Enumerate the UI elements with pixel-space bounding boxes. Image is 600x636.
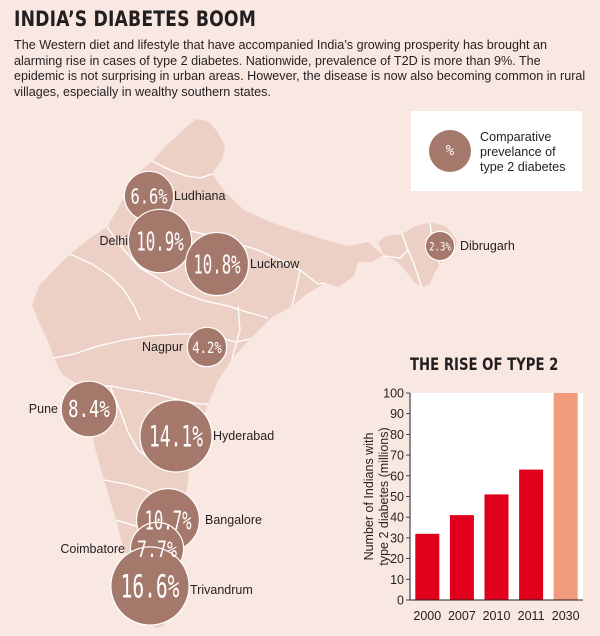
bar-2011 [519, 469, 544, 600]
value-nagpur: 4.2% [192, 338, 222, 357]
value-dibrugarh: 2.3% [429, 239, 451, 253]
legend-percent-icon: % [429, 130, 471, 172]
x-tick-label: 2010 [483, 609, 511, 623]
city-label-nagpur: Nagpur [142, 340, 183, 354]
y-tick-label: 50 [390, 490, 404, 504]
x-tick-label: 2030 [552, 609, 580, 623]
bubble-lucknow [184, 231, 250, 297]
value-trivandrum: 16.6% [121, 568, 180, 606]
intro-text: The Western diet and lifestyle that have… [14, 38, 586, 99]
bar-2010 [484, 494, 509, 600]
value-coimbatore: 7.7% [137, 538, 177, 563]
value-lucknow: 10.8% [193, 250, 241, 280]
legend-label: Comparative prevelance of type 2 diabete… [480, 130, 566, 174]
city-label-lucknow: Lucknow [250, 257, 300, 271]
mainland-shape [32, 119, 383, 628]
x-tick-label: 2011 [518, 609, 545, 623]
y-tick-label: 40 [390, 511, 404, 525]
city-bubbles: 6.6% Ludhiana 10.9% Delhi 10.8% Lucknow 2.3% Di… [29, 170, 515, 626]
bubble-delhi [127, 208, 193, 274]
chart-title: THE RISE OF TYPE 2 [410, 355, 559, 375]
x-tick-label: 2000 [413, 609, 441, 623]
y-tick-label: 90 [390, 407, 404, 421]
bubble-pune [60, 380, 118, 438]
city-label-delhi: Delhi [100, 234, 129, 248]
y-tick-label: 70 [390, 449, 404, 463]
y-tick-label: 100 [383, 387, 404, 401]
city-label-trivandrum: Trivandrum [190, 583, 253, 597]
bar-2000 [415, 533, 440, 600]
city-label-coimbatore: Coimbatore [60, 542, 125, 556]
city-label-pune: Pune [29, 402, 58, 416]
bar-2030 [553, 393, 578, 600]
bubble-trivandrum [110, 546, 190, 626]
value-bangalore: 10.7% [144, 506, 191, 536]
x-tick-label: 2007 [448, 609, 476, 623]
bubble-nagpur [186, 326, 228, 368]
bubble-dibrugarh [424, 230, 456, 262]
legend-box: % Comparative prevelance of type 2 diabe… [411, 111, 582, 191]
city-label-ludhiana: Ludhiana [174, 189, 225, 203]
y-tick-label: 60 [390, 469, 404, 483]
value-ludhiana: 6.6% [131, 184, 168, 208]
bubble-hyderabad [139, 399, 213, 473]
y-tick-label: 30 [390, 531, 404, 545]
y-tick-label: 20 [390, 552, 404, 566]
city-label-bangalore: Bangalore [205, 513, 262, 527]
y-tick-label: 0 [397, 594, 404, 608]
bar-2007 [449, 515, 474, 600]
value-hyderabad: 14.1% [149, 420, 203, 454]
city-label-dibrugarh: Dibrugarh [460, 239, 515, 253]
value-delhi: 10.9% [136, 227, 184, 257]
city-label-hyderabad: Hyderabad [213, 429, 274, 443]
y-tick-label: 80 [390, 428, 404, 442]
y-axis-label: Number of Indians withtype 2 diabetes (m… [362, 427, 391, 565]
value-pune: 8.4% [68, 397, 110, 423]
y-tick-label: 10 [390, 573, 404, 587]
page-title: INDIA’S DIABETES BOOM [14, 7, 257, 31]
